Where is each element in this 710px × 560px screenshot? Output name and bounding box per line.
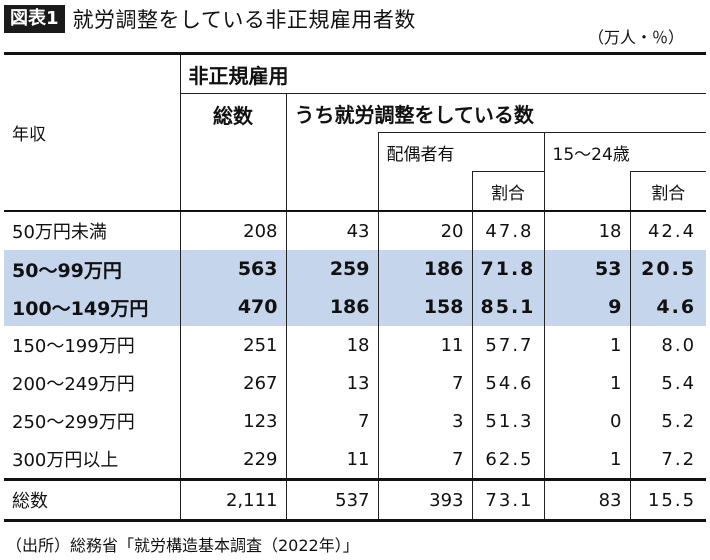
- total-cell: 2,111: [179, 479, 286, 521]
- youth-ratio-header: 割合: [629, 171, 707, 211]
- income-cell: 50〜99万円: [4, 250, 180, 288]
- table-row: 100〜149万円 470 186 158 85.1 9 4.6: [4, 288, 707, 326]
- spouse-cell: 20: [377, 211, 472, 250]
- spouse-pct-cell: 62.5: [471, 440, 544, 480]
- youth-cell: 1: [543, 364, 630, 402]
- spouse-cell: 393: [377, 479, 472, 521]
- spouse-pct-cell: 73.1: [471, 479, 544, 521]
- youth-pct-cell: 15.5: [629, 479, 707, 521]
- spouse-cell: 7: [377, 364, 472, 402]
- group-header: 非正規雇用: [179, 53, 707, 94]
- adjusting-cell: 11: [285, 440, 378, 480]
- youth-cell: 53: [543, 250, 630, 288]
- spouse-cell: 3: [377, 402, 472, 440]
- adjusting-cell: 43: [285, 211, 378, 250]
- total-cell: 229: [179, 440, 286, 480]
- youth-cell: 0: [543, 402, 630, 440]
- youth-pct-cell: 20.5: [629, 250, 707, 288]
- youth-cell: 1: [543, 326, 630, 364]
- table-row: 300万円以上 229 11 7 62.5 1 7.2: [4, 440, 707, 480]
- youth-cell: 18: [543, 211, 630, 250]
- row-label-header: 年収: [12, 125, 46, 145]
- income-cell: 総数: [12, 491, 48, 512]
- figure-title-text: 就労調整をしている非正規雇用者数: [72, 8, 416, 32]
- spouse-cell: 11: [377, 326, 472, 364]
- spouse-cell: 158: [377, 288, 472, 326]
- total-cell: 470: [179, 288, 286, 326]
- spouse-pct-cell: 57.7: [471, 326, 544, 364]
- adjusting-cell: 186: [285, 288, 378, 326]
- spouse-pct-cell: 85.1: [471, 288, 544, 326]
- youth-header: 15〜24歳: [543, 132, 707, 172]
- table-row: 250〜299万円 123 7 3 51.3 0 5.2: [4, 402, 707, 440]
- youth-pct-cell: 7.2: [629, 440, 707, 480]
- spouse-pct-cell: 47.8: [471, 211, 544, 250]
- total-row: 総数 2,111 537 393 73.1 83 15.5: [4, 479, 707, 521]
- income-cell: 50万円未満: [12, 222, 107, 243]
- spouse-ratio-header: 割合: [471, 171, 544, 211]
- income-cell: 100〜149万円: [4, 288, 180, 326]
- figure-badge: 図表1: [4, 5, 65, 33]
- table-row: 150〜199万円 251 18 11 57.7 1 8.0: [4, 326, 707, 364]
- data-table: 年収 非正規雇用 総数 うち就労調整をしている数 配偶者有 15〜24歳 割合 …: [4, 52, 707, 522]
- youth-pct-cell: 5.4: [629, 364, 707, 402]
- income-cell: 300万円以上: [12, 450, 119, 471]
- total-cell: 251: [179, 326, 286, 364]
- income-cell: 150〜199万円: [12, 336, 135, 357]
- spouse-pct-cell: 54.6: [471, 364, 544, 402]
- source-note: （出所）総務省「就労構造基本調査（2022年）」: [6, 536, 359, 555]
- youth-cell: 1: [543, 440, 630, 480]
- spouse-pct-cell: 71.8: [471, 250, 544, 288]
- table-row: 50万円未満 208 43 20 47.8 18 42.4: [4, 211, 707, 250]
- total-cell: 267: [179, 364, 286, 402]
- youth-cell: 83: [543, 479, 630, 521]
- spouse-header: 配偶者有: [377, 132, 544, 172]
- total-header: 総数: [179, 93, 286, 211]
- total-cell: 123: [179, 402, 286, 440]
- spouse-pct-cell: 51.3: [471, 402, 544, 440]
- adjusting-cell: 13: [285, 364, 378, 402]
- income-cell: 200〜249万円: [12, 374, 135, 395]
- spouse-cell: 186: [377, 250, 472, 288]
- youth-pct-cell: 42.4: [629, 211, 707, 250]
- unit-label: （万人・％）: [587, 28, 684, 47]
- adjusting-header: うち就労調整をしている数: [285, 93, 707, 133]
- income-cell: 250〜299万円: [12, 412, 135, 433]
- table-row: 200〜249万円 267 13 7 54.6 1 5.4: [4, 364, 707, 402]
- adjusting-cell: 18: [285, 326, 378, 364]
- total-cell: 208: [179, 211, 286, 250]
- total-cell: 563: [179, 250, 286, 288]
- youth-cell: 9: [543, 288, 630, 326]
- youth-pct-cell: 4.6: [629, 288, 707, 326]
- figure-title: 図表1 就労調整をしている非正規雇用者数: [4, 4, 416, 34]
- youth-pct-cell: 5.2: [629, 402, 707, 440]
- spouse-cell: 7: [377, 440, 472, 480]
- adjusting-cell: 259: [285, 250, 378, 288]
- table-row: 50〜99万円 563 259 186 71.8 53 20.5: [4, 250, 707, 288]
- adjusting-cell: 7: [285, 402, 378, 440]
- adjusting-cell: 537: [285, 479, 378, 521]
- youth-pct-cell: 8.0: [629, 326, 707, 364]
